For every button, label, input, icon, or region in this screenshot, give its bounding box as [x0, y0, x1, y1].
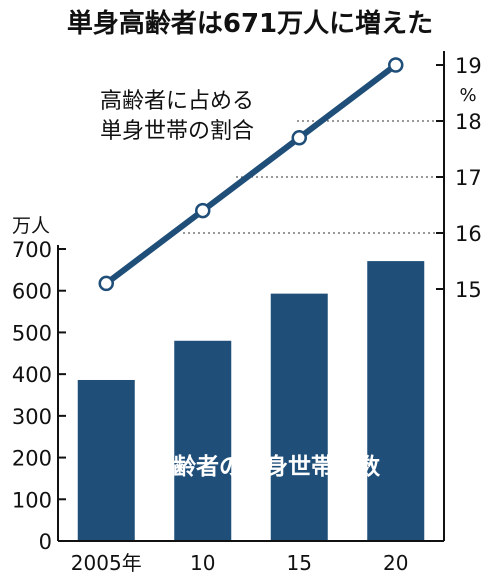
right-axis-tick-label: 16 — [455, 222, 482, 246]
left-axis-tick-label: 600 — [12, 280, 52, 304]
left-axis-tick-label: 200 — [12, 447, 52, 471]
line-series-label-1: 高齢者に占める — [100, 89, 254, 114]
right-axis-tick-label: 17 — [455, 166, 482, 190]
line-point — [291, 130, 307, 146]
left-axis-unit: 万人 — [12, 215, 50, 237]
x-axis-tick-label: 20 — [383, 551, 408, 575]
right-axis: 15 16 17 18 19 — [436, 51, 482, 541]
x-axis-tick-label: 15 — [287, 551, 312, 575]
series-line — [104, 62, 398, 286]
left-axis-tick-label: 400 — [12, 363, 52, 387]
line-point — [195, 202, 211, 219]
x-axis-tick-label: 2005年 — [71, 551, 142, 575]
left-axis-tick-label: 0 — [39, 530, 52, 554]
right-axis-unit: % — [459, 85, 476, 106]
left-axis-tick-label: 100 — [12, 488, 52, 512]
x-axis: 2005年 10 15 20 — [58, 540, 444, 575]
left-axis-tick-label: 300 — [12, 405, 52, 429]
left-axis: 0 100 200 300 400 500 600 700 — [12, 238, 66, 554]
chart-title: 単身高齢者は671万人に増えた — [67, 8, 433, 39]
bar — [77, 379, 135, 541]
right-axis-tick-label: 19 — [455, 54, 482, 78]
line-point — [388, 57, 404, 73]
left-axis-tick-label: 700 — [12, 238, 52, 262]
right-axis-tick-label: 15 — [455, 278, 482, 302]
bar — [174, 340, 232, 541]
bar-layer — [77, 261, 425, 541]
grid-lines — [183, 120, 444, 234]
left-axis-tick-label: 500 — [12, 321, 52, 345]
bar-series-label: 高齢者の単身世帯人数 — [150, 453, 381, 480]
line-series-label-2: 単身世帯の割合 — [100, 119, 254, 144]
bar — [270, 293, 328, 541]
x-axis-tick-label: 10 — [190, 551, 215, 575]
bar — [367, 261, 425, 541]
right-axis-tick-label: 18 — [455, 110, 482, 134]
line-layer — [98, 57, 404, 292]
line-point — [98, 275, 114, 292]
